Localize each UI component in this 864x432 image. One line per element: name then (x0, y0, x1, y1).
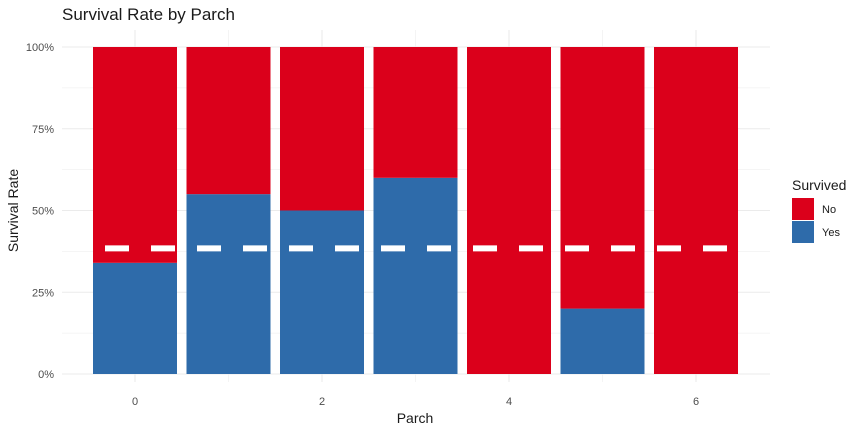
legend-label-no: No (822, 204, 836, 216)
y-tick-label: 25% (32, 287, 54, 299)
legend-label-yes: Yes (822, 227, 840, 239)
legend-key-no (792, 198, 814, 220)
legend-title: Survived (792, 177, 846, 193)
bars (93, 47, 738, 374)
bar-no-parch-0 (93, 47, 177, 263)
x-axis-title: Parch (397, 410, 434, 426)
chart-title: Survival Rate by Parch (62, 5, 235, 24)
bar-no-parch-2 (280, 47, 364, 211)
x-tick-label: 2 (319, 396, 325, 408)
y-axis-title: Survival Rate (5, 169, 21, 252)
bar-no-parch-6 (654, 47, 738, 374)
y-axis: 0% 25% 50% 75% 100% (26, 42, 54, 381)
bar-yes-parch-2 (280, 210, 364, 374)
y-tick-label: 0% (38, 369, 54, 381)
x-tick-label: 6 (693, 396, 699, 408)
bar-yes-parch-0 (93, 262, 177, 374)
x-tick-label: 0 (132, 396, 138, 408)
bar-no-parch-1 (186, 47, 271, 195)
bar-no-parch-3 (373, 47, 458, 178)
legend-key-yes (792, 221, 814, 243)
y-tick-label: 75% (32, 124, 54, 136)
y-tick-label: 100% (26, 42, 54, 54)
legend: Survived No Yes (792, 177, 846, 243)
bar-yes-parch-5 (560, 308, 645, 374)
y-tick-label: 50% (32, 206, 54, 218)
bar-no-parch-4 (467, 47, 551, 374)
x-axis: 0 2 4 6 (132, 396, 699, 408)
bar-no-parch-5 (560, 47, 645, 309)
x-tick-label: 4 (506, 396, 512, 408)
bar-yes-parch-3 (373, 177, 458, 374)
bar-yes-parch-1 (186, 194, 271, 374)
